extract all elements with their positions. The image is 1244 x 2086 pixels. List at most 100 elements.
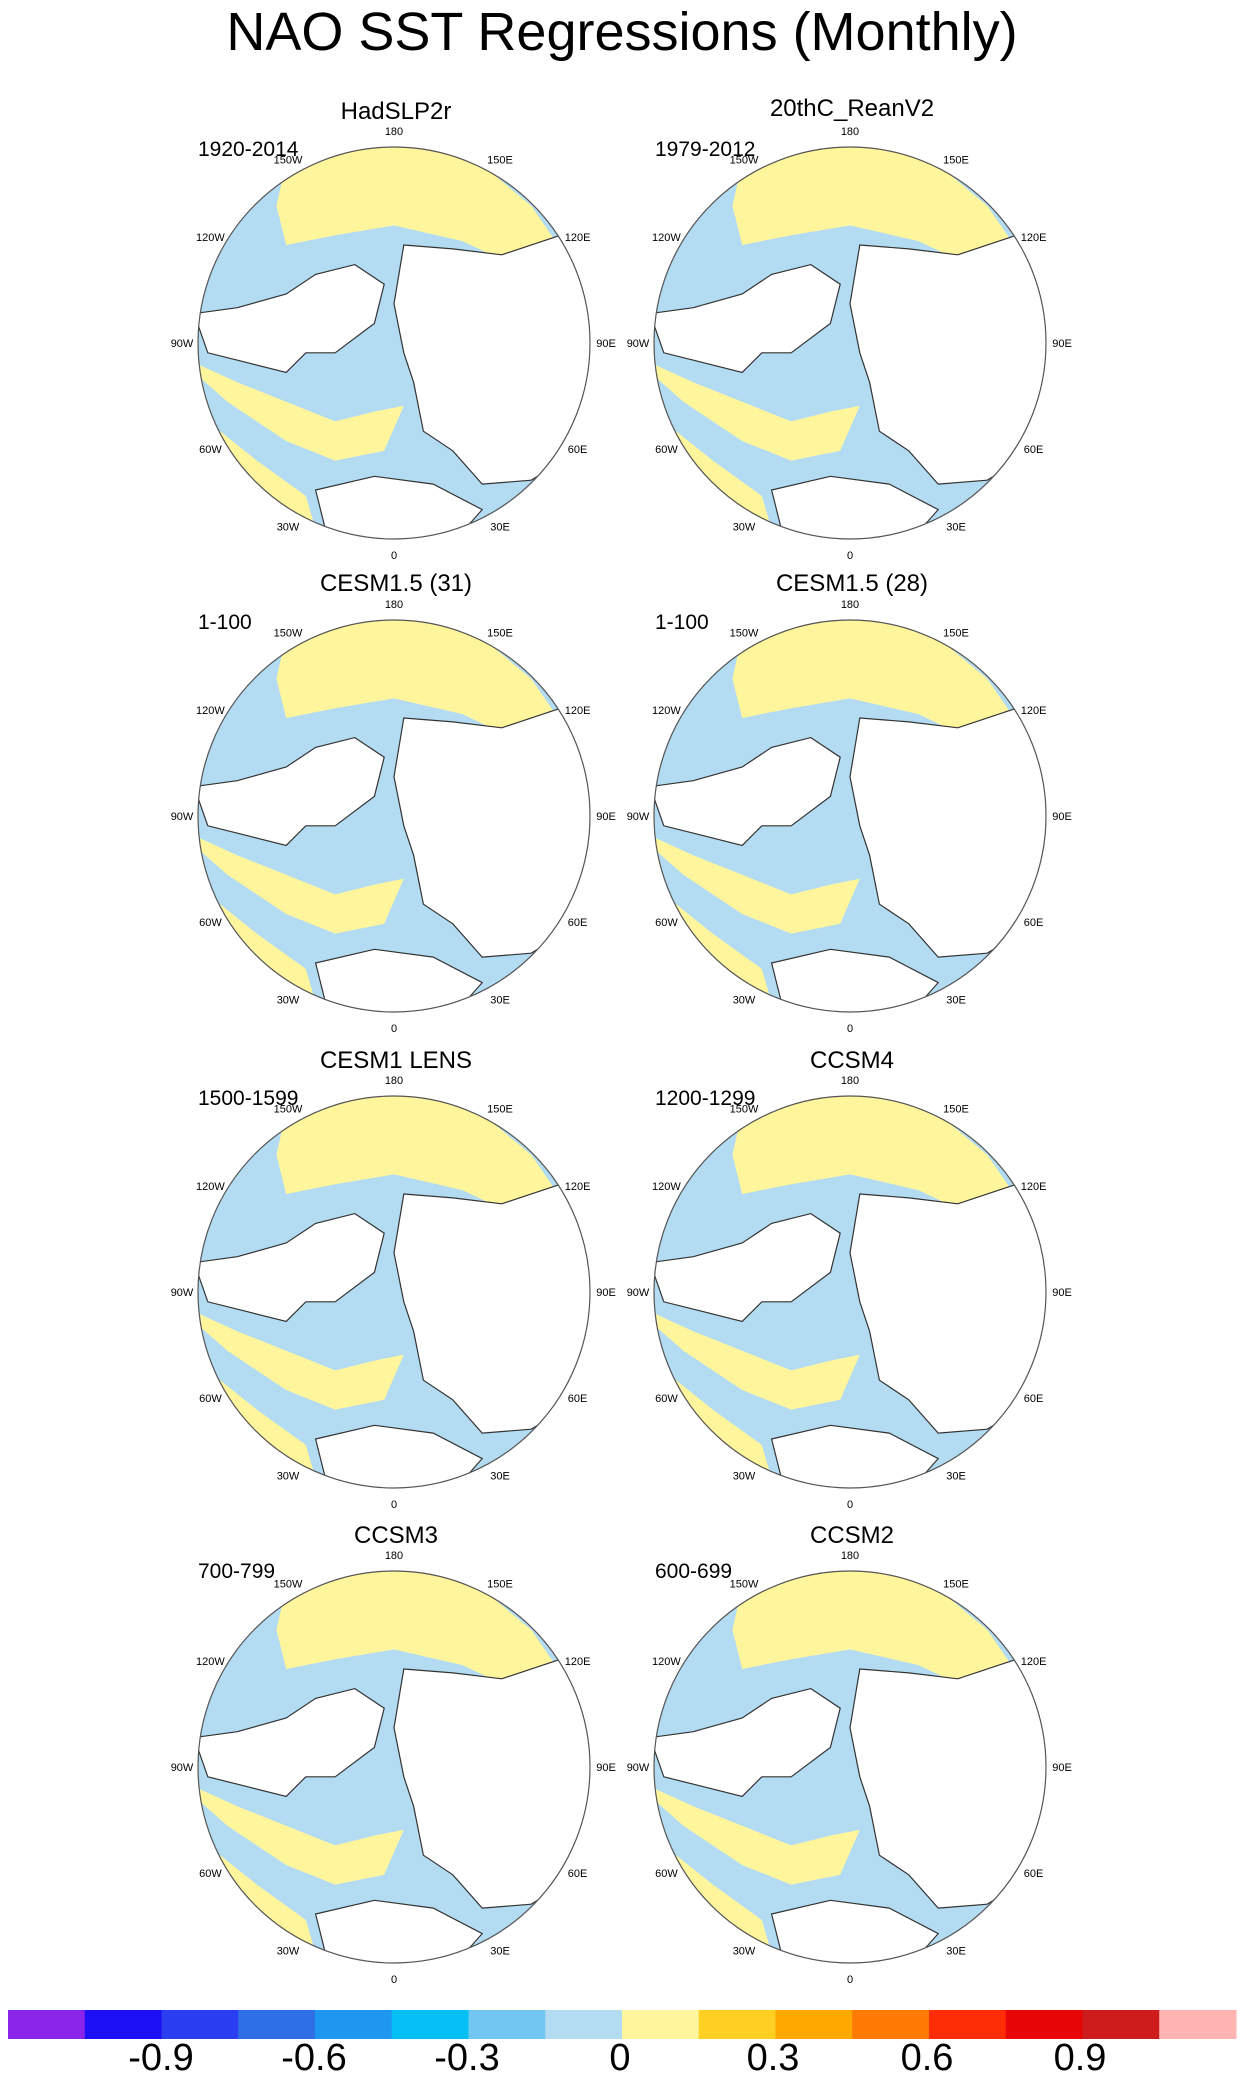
colorbar-swatch (468, 2010, 546, 2039)
longitude-label: 60E (1024, 1393, 1044, 1405)
subtropical-positive-region (207, 1370, 316, 1479)
panel-title-cesm15-28: CESM1.5 (28) (775, 570, 929, 597)
pacific-positive-region (276, 147, 575, 269)
longitude-label: 60E (1024, 444, 1044, 456)
longitude-label: 60W (655, 917, 678, 929)
longitude-label: 60E (1024, 1868, 1044, 1880)
colorbar-label-neg-0-3: -0.3 (434, 2037, 500, 2079)
panel-title-cesm15-31: CESM1.5 (31) (319, 570, 473, 597)
pacific-positive-region (276, 620, 575, 742)
subtropical-positive-region (663, 1845, 772, 1954)
longitude-label: 150E (943, 1103, 969, 1115)
longitude-label: 60E (568, 917, 588, 929)
atlantic-positive-region (654, 1311, 860, 1410)
colorbar-swatch (929, 2010, 1007, 2039)
colorbar-swatch (315, 2010, 393, 2039)
colorbar-swatch (852, 2010, 930, 2039)
colorbar-swatch (1005, 2010, 1083, 2039)
atlantic-positive-region (654, 1786, 860, 1885)
pacific-positive-region (276, 1571, 575, 1693)
longitude-label: 60E (568, 1868, 588, 1880)
longitude-label: 120E (565, 705, 591, 717)
longitude-label: 30W (277, 522, 300, 534)
colorbar-label-zero: 0 (609, 2037, 631, 2079)
map-boundary (197, 146, 591, 540)
longitude-label: 150E (943, 1578, 969, 1590)
longitude-label: 30E (490, 995, 510, 1007)
landmass (198, 1212, 385, 1323)
atlantic-positive-region (198, 1786, 404, 1885)
atlantic-positive-region (198, 835, 404, 934)
longitude-label: 30E (946, 1946, 966, 1958)
panel-title-20thc-reanv2: 20thC_ReanV2 (769, 95, 935, 122)
polar-map-ccsm2: 180 150E 120E 90E 60E 30E 0 30W 60W 90W 120W 150W (627, 1550, 1072, 1986)
longitude-label: 120E (1021, 232, 1047, 244)
period-label-20thc-reanv2: 1979-2012 (655, 138, 756, 161)
longitude-label: 180 (841, 1550, 859, 1562)
longitude-label: 90E (596, 1287, 616, 1299)
longitude-label: 150E (487, 154, 513, 166)
longitude-label: 0 (391, 1974, 397, 1986)
period-label-cesm1-lens: 1500-1599 (198, 1087, 299, 1110)
longitude-label: 150E (943, 627, 969, 639)
longitude-label: 180 (385, 1550, 403, 1562)
landmass (393, 707, 590, 958)
longitude-label: 150W (730, 1103, 759, 1115)
subtropical-positive-region (207, 894, 316, 1003)
longitude-label: 0 (847, 1499, 853, 1511)
landmass (393, 234, 590, 485)
atlantic-positive-region (198, 362, 404, 461)
longitude-label: 90E (596, 1762, 616, 1774)
landmass (198, 1687, 385, 1798)
longitude-label: 60W (199, 444, 222, 456)
landmass (849, 1658, 1046, 1909)
map-boundary (653, 619, 1047, 1013)
longitude-label: 120W (652, 705, 681, 717)
period-label-ccsm2: 600-699 (655, 1560, 733, 1583)
longitude-label: 150W (730, 1578, 759, 1590)
colorbar-swatch (1159, 2010, 1237, 2039)
longitude-label: 30W (733, 1946, 756, 1958)
landmass (849, 707, 1046, 958)
longitude-label: 120E (1021, 705, 1047, 717)
map-boundary (197, 1095, 591, 1489)
longitude-label: 150W (274, 627, 303, 639)
subtropical-positive-region (663, 421, 772, 530)
longitude-label: 150W (730, 627, 759, 639)
colorbar-swatch (84, 2010, 162, 2039)
colorbar-swatch (775, 2010, 853, 2039)
landmass (654, 736, 841, 847)
longitude-label: 60W (655, 1868, 678, 1880)
longitude-label: 150W (274, 1578, 303, 1590)
longitude-label: 0 (847, 550, 853, 562)
longitude-label: 30E (946, 1471, 966, 1483)
longitude-label: 0 (391, 1023, 397, 1035)
colorbar-label-0-9: 0.9 (1053, 2037, 1107, 2079)
longitude-label: 180 (385, 126, 403, 138)
colorbar-label-0-3: 0.3 (746, 2037, 800, 2079)
landmass (393, 1658, 590, 1909)
longitude-label: 150E (487, 1103, 513, 1115)
longitude-label: 30E (490, 1946, 510, 1958)
longitude-label: 0 (391, 550, 397, 562)
longitude-label: 150E (487, 1578, 513, 1590)
landmass (849, 1183, 1046, 1434)
atlantic-positive-region (654, 362, 860, 461)
longitude-label: 30W (277, 1471, 300, 1483)
subtropical-positive-region (207, 421, 316, 530)
longitude-label: 60E (1024, 917, 1044, 929)
map-boundary (653, 1095, 1047, 1489)
subtropical-positive-region (663, 894, 772, 1003)
longitude-label: 30W (733, 995, 756, 1007)
subtropical-positive-region (207, 1845, 316, 1954)
longitude-label: 120W (652, 232, 681, 244)
colorbar-swatch (622, 2010, 700, 2039)
pacific-positive-region (732, 147, 1031, 269)
polar-map-hadslp2r: 180 150E 120E 90E 60E 30E 0 30W 60W 90W 120W 150W (171, 126, 616, 562)
pacific-positive-region (732, 1096, 1031, 1218)
period-label-ccsm3: 700-799 (198, 1560, 276, 1583)
longitude-label: 120E (565, 1181, 591, 1193)
longitude-label: 150W (274, 1103, 303, 1115)
colorbar-label-neg-0-9: -0.9 (128, 2037, 194, 2079)
colorbar-swatch (545, 2010, 623, 2039)
